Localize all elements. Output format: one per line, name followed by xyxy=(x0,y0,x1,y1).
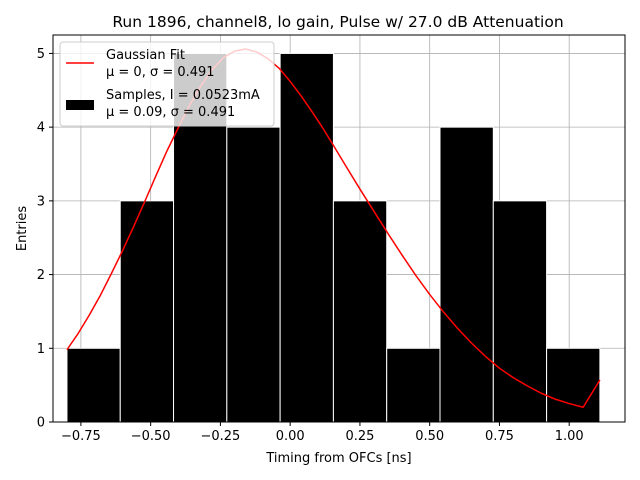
histogram-bar xyxy=(439,126,494,423)
x-tick-label: 0.75 xyxy=(485,429,514,444)
x-tick-label: 0.25 xyxy=(345,429,374,444)
x-tick-label: 0.00 xyxy=(276,429,305,444)
histogram-bar xyxy=(279,52,334,423)
y-tick-label: 1 xyxy=(37,342,45,357)
x-tick-label: −0.75 xyxy=(61,429,101,444)
fit-curve-group xyxy=(66,48,601,409)
legend-samples-name: Samples, I = 0.0523mA xyxy=(106,88,260,103)
y-tick-label: 4 xyxy=(37,121,45,136)
legend-fit-name: Gaussian Fit xyxy=(106,48,185,63)
histogram-bar xyxy=(386,347,441,423)
x-tick-label: −0.25 xyxy=(200,429,240,444)
legend: Gaussian Fit μ = 0, σ = 0.491 Samples, I… xyxy=(59,41,275,127)
y-tick-label: 5 xyxy=(37,47,45,62)
y-axis-ticks: 0 1 2 3 4 5 xyxy=(37,47,53,431)
x-tick-label: −0.50 xyxy=(131,429,171,444)
histogram-bar xyxy=(492,200,548,423)
histogram-bar xyxy=(226,126,281,423)
y-tick-label: 3 xyxy=(37,194,45,209)
legend-samples-stats: μ = 0.09, σ = 0.491 xyxy=(106,105,235,120)
histogram-bar xyxy=(332,200,388,423)
x-tick-label: 1.00 xyxy=(555,429,584,444)
x-tick-label: 0.50 xyxy=(415,429,444,444)
histogram-bar xyxy=(546,347,601,423)
histogram-bar xyxy=(66,347,121,423)
histogram-bar xyxy=(119,200,175,423)
plot-area-frame xyxy=(52,34,626,423)
y-axis-title: Entries xyxy=(15,206,30,252)
histogram-bars xyxy=(66,52,601,423)
y-tick-label: 0 xyxy=(37,416,45,431)
x-axis-ticks: −0.75 −0.50 −0.25 0.00 0.25 0.50 0.75 1.00 xyxy=(61,422,584,444)
chart-title: Run 1896, channel8, lo gain, Pulse w/ 27… xyxy=(112,13,563,31)
x-axis-title: Timing from OFCs [ns] xyxy=(265,451,411,466)
legend-fit-stats: μ = 0, σ = 0.491 xyxy=(106,65,215,80)
y-tick-label: 2 xyxy=(37,268,45,283)
gaussian-fit-line xyxy=(66,48,601,409)
legend-box xyxy=(59,41,275,127)
legend-samples-swatch xyxy=(66,100,94,110)
